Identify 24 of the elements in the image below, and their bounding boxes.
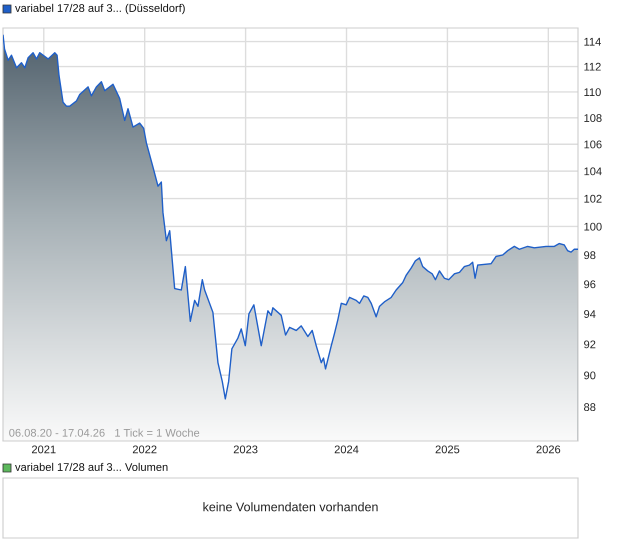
- y-tick-label: 106: [584, 140, 602, 148]
- y-tick-label: 108: [584, 114, 602, 122]
- x-tick-label: 2024: [334, 445, 359, 454]
- legend-label: variabel 17/28 auf 3... (Düsseldorf): [15, 4, 185, 14]
- y-tick-label: 102: [584, 194, 602, 203]
- y-tick-label: 110: [584, 88, 601, 96]
- annotation: 06.08.20 - 17.04.26 1 Tick = 1 Woche: [9, 428, 200, 437]
- y-tick-label: 94: [584, 310, 596, 318]
- y-tick-label: 100: [584, 222, 602, 231]
- x-tick-label: 2026: [536, 445, 560, 454]
- y-tick-label: 88: [584, 403, 596, 412]
- x-tick-label: 2025: [436, 445, 460, 454]
- text: variabel 17/28 auf 3... Volumen: [15, 462, 168, 471]
- x-tick-label: 2022: [132, 445, 156, 454]
- y-tick-label: 98: [584, 251, 596, 260]
- text: keine Volumendaten vorhanden: [203, 502, 378, 512]
- y-tick-label: 90: [584, 371, 596, 380]
- y-tick-label: 104: [584, 167, 602, 176]
- y-tick-label: 92: [584, 340, 596, 348]
- y-tick-label: 112: [584, 62, 601, 71]
- y-tick-label: 96: [584, 280, 596, 288]
- x-tick-label: 2021: [32, 445, 56, 454]
- x-tick-label: 2023: [234, 445, 258, 454]
- y-tick-label: 114: [584, 38, 601, 46]
